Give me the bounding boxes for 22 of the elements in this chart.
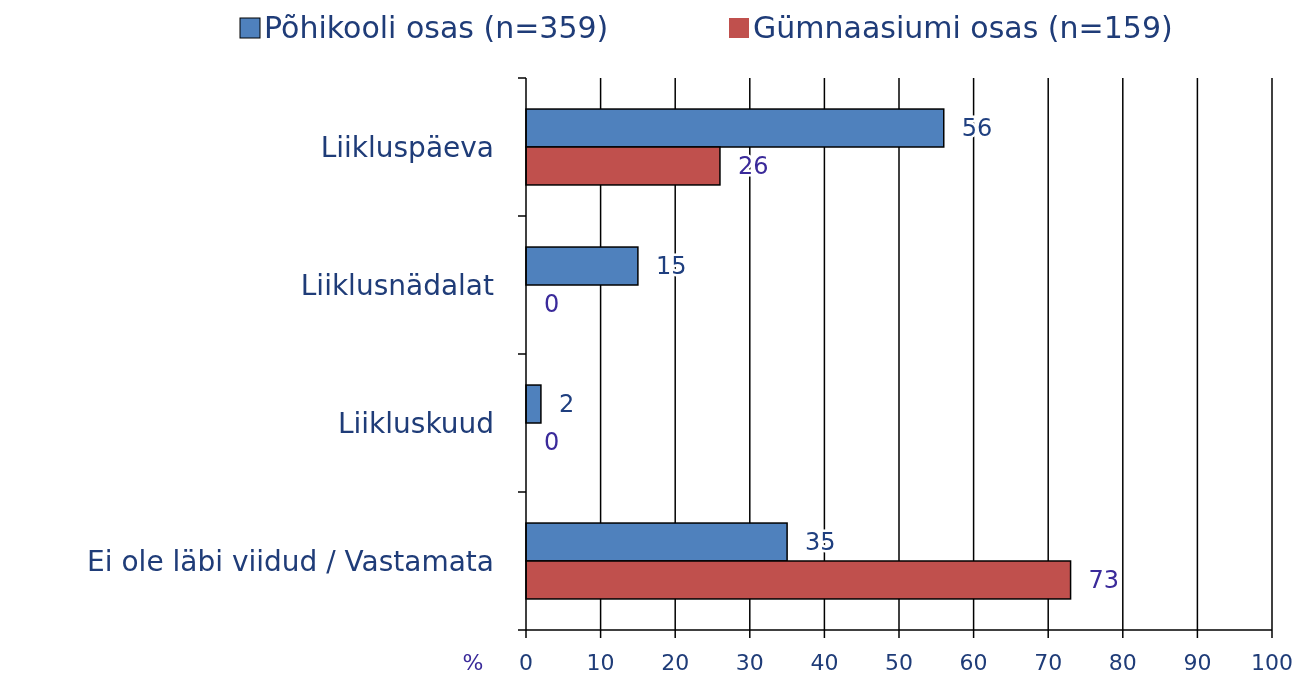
data-label: 0 xyxy=(544,427,560,456)
data-label: 73 xyxy=(1088,565,1120,594)
legend-label: Gümnaasiumi osas (n=159) xyxy=(753,10,1173,45)
x-tick-label: 80 xyxy=(1108,650,1137,675)
y-tick-label: Liikluskuud xyxy=(337,407,494,440)
x-tick-label: 100 xyxy=(1251,650,1293,675)
x-tick-label: 0 xyxy=(519,650,533,675)
y-tick-label: Liiklusnädalat xyxy=(300,269,495,302)
y-tick-label: Ei ole läbi viidud / Vastamata xyxy=(87,545,494,578)
data-label: 0 xyxy=(544,289,560,318)
x-tick-label: 50 xyxy=(885,650,913,675)
x-tick-label: 90 xyxy=(1183,650,1212,675)
x-tick-label: 40 xyxy=(810,650,839,675)
x-tick-label: 30 xyxy=(735,650,764,675)
x-tick-label: 60 xyxy=(959,650,988,675)
x-tick-label: 70 xyxy=(1034,650,1063,675)
data-label: 2 xyxy=(558,390,575,419)
x-tick-label: 20 xyxy=(661,650,690,675)
y-tick-label: Liikluspäeva xyxy=(320,131,494,164)
legend-label: Põhikooli osas (n=359) xyxy=(264,10,609,45)
x-axis-title: % xyxy=(462,650,484,675)
x-tick-label: 10 xyxy=(586,650,615,675)
